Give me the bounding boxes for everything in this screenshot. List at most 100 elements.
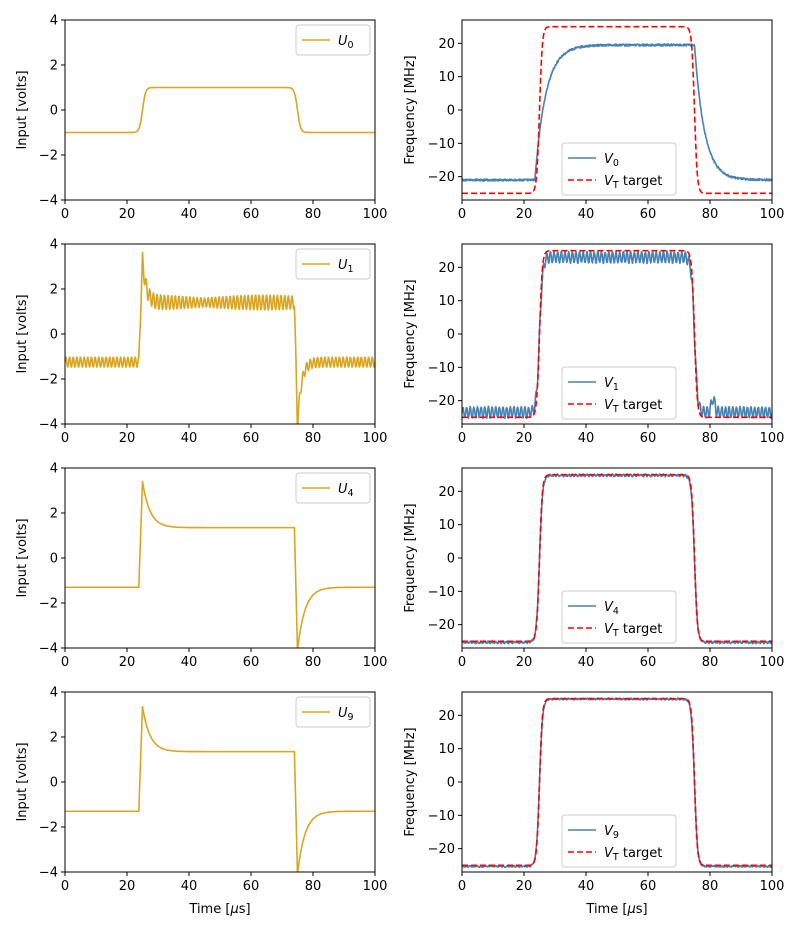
x-tick-label: 40 [181, 207, 198, 222]
legend-symbol: V [604, 174, 614, 189]
y-tick-label: −4 [39, 642, 58, 657]
legend: U0 [295, 24, 371, 56]
x-tick-label: 60 [243, 431, 260, 446]
y-tick-label: 4 [50, 462, 58, 477]
y-tick-label: 4 [50, 686, 58, 701]
x-axis-label-left: Time [μs] [188, 902, 250, 917]
y-tick-label: −10 [428, 137, 455, 152]
x-tick-label: 100 [760, 431, 785, 446]
x-tick-label: 100 [760, 207, 785, 222]
panel-u1: 0 20 40 60 80 100 −4 −2 0 2 4 Input [volts] U1 [15, 238, 387, 447]
legend-symbol: V [604, 824, 614, 839]
x-tick-label: 100 [363, 431, 388, 446]
x-tick-label: 60 [640, 879, 657, 894]
y-tick-label: −4 [39, 418, 58, 433]
legend: U4 [295, 472, 371, 504]
series-line-u9 [65, 705, 375, 872]
x-tick-label: 20 [119, 879, 136, 894]
y-axis-label: Frequency [MHz] [403, 727, 418, 836]
x-tick-label: 40 [578, 207, 595, 222]
legend-label-v1: V1 [604, 376, 619, 393]
legend-subscript: T [612, 404, 619, 415]
legend: U9 [295, 696, 371, 728]
x-tick-label: 20 [516, 431, 533, 446]
legend-symbol: U [338, 482, 348, 497]
legend-box [295, 472, 371, 504]
x-tick-label: 0 [458, 207, 466, 222]
y-tick-label: −2 [39, 821, 58, 836]
x-tick-label: 100 [363, 655, 388, 670]
legend-box [561, 142, 677, 196]
y-tick-label: 20 [438, 485, 455, 500]
y-tick-label: 2 [50, 59, 58, 74]
y-tick-label: 10 [438, 742, 455, 757]
x-tick-label: 40 [181, 655, 198, 670]
legend-subscript: T [612, 180, 619, 191]
x-tick-label: 0 [61, 655, 69, 670]
legend-label-u1: U1 [338, 258, 354, 275]
legend-label-u4: U4 [338, 482, 354, 499]
legend: U1 [295, 248, 371, 280]
y-tick-label: −10 [428, 585, 455, 600]
legend-suffix: target [619, 846, 663, 861]
x-tick-label: 0 [458, 431, 466, 446]
x-tick-label: 20 [516, 655, 533, 670]
x-tick-label: 80 [702, 431, 719, 446]
legend-symbol: U [338, 258, 348, 273]
legend-symbol: U [338, 706, 348, 721]
y-tick-label: −20 [428, 170, 455, 185]
legend-symbol: V [604, 376, 614, 391]
series-line-u4 [65, 480, 375, 648]
legend-box [295, 696, 371, 728]
y-axis-label: Input [volts] [15, 518, 30, 597]
legend-label-u0: U0 [338, 34, 354, 51]
x-tick-label: 20 [119, 207, 136, 222]
legend-suffix: target [619, 622, 663, 637]
y-axis-label: Frequency [MHz] [403, 279, 418, 388]
legend-subscript: 9 [613, 830, 619, 841]
series-line-vt-target [462, 249, 772, 419]
y-tick-label: 4 [50, 14, 58, 29]
x-tick-label: 80 [305, 655, 322, 670]
y-tick-label: 0 [50, 104, 58, 119]
x-tick-label: 80 [702, 207, 719, 222]
y-axis-label: Input [volts] [15, 742, 30, 821]
x-tick-label: 20 [119, 655, 136, 670]
x-tick-label: 60 [243, 207, 260, 222]
y-tick-label: 2 [50, 731, 58, 746]
x-tick-label: 20 [516, 879, 533, 894]
legend-symbol: V [604, 398, 614, 413]
y-tick-label: −2 [39, 597, 58, 612]
legend-label-v9: V9 [604, 824, 619, 841]
panel-u9: 0 20 40 60 80 100 −4 −2 0 2 4 Input [volts] U9 [15, 686, 387, 895]
y-tick-label: 10 [438, 518, 455, 533]
x-tick-label: 60 [640, 431, 657, 446]
x-tick-label: 40 [578, 655, 595, 670]
legend-label-vt-target: VT target [604, 622, 662, 639]
y-tick-label: 0 [447, 328, 455, 343]
y-axis-label: Frequency [MHz] [403, 503, 418, 612]
x-tick-label: 40 [578, 879, 595, 894]
y-tick-label: 0 [447, 552, 455, 567]
x-tick-label: 80 [305, 207, 322, 222]
y-tick-label: 2 [50, 283, 58, 298]
x-tick-label: 80 [702, 655, 719, 670]
legend-subscript: 0 [613, 158, 619, 169]
y-tick-label: −10 [428, 361, 455, 376]
series-line-vt-target [462, 25, 772, 195]
series-line-vt-target [462, 697, 772, 867]
y-axis-label: Frequency [MHz] [403, 55, 418, 164]
legend-box [561, 814, 677, 868]
x-tick-label: 20 [516, 207, 533, 222]
y-tick-label: −2 [39, 149, 58, 164]
legend-subscript: 9 [348, 712, 354, 723]
legend-suffix: target [619, 174, 663, 189]
legend-symbol: V [604, 152, 614, 167]
y-tick-label: 20 [438, 709, 455, 724]
x-axis-label-right: Time [μs] [585, 902, 647, 917]
y-tick-label: −20 [428, 618, 455, 633]
